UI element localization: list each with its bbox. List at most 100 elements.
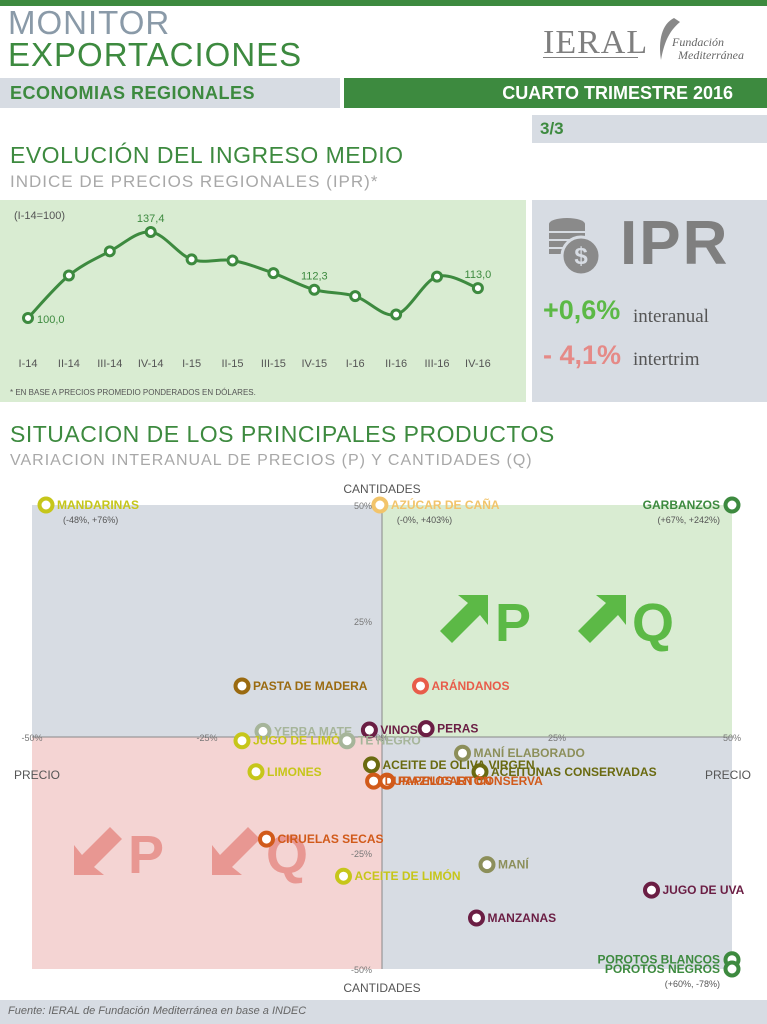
page-number: 3/3 [540,119,564,138]
y-tick-label: -50% [351,965,372,975]
product-point [478,856,496,874]
down-arrow-price-icon [74,827,122,875]
ipr-x-tick: III-15 [261,358,286,370]
product-point [417,720,435,738]
product-label: MANDARINAS [57,498,139,512]
product-point [360,721,378,739]
y-tick-label: 25% [354,617,372,627]
ipr-data-label: 137,4 [137,213,165,225]
product-label: ACEITUNAS CONSERVADAS [491,765,657,779]
x-tick-label: 50% [723,733,741,743]
ipr-point [62,269,75,282]
ipr-data-label: 112,3 [301,271,328,283]
x-tick-label: -25% [196,733,217,743]
ipr-point [144,226,157,238]
title-line2: EXPORTACIONES [8,36,303,73]
product-label: ACEITE DE LIMÓN [355,868,461,883]
ipr-point [349,290,362,303]
product-point [233,732,251,750]
ipr-intertrim-label: intertrim [633,349,700,370]
product-label: PASTA DE MADERA [253,679,368,693]
x-tick-label: -50% [21,733,42,743]
top-accent-bar [0,0,767,6]
section1-subtitle: INDICE DE PRECIOS REGIONALES (IPR)* [10,172,379,191]
product-label: LIMONES [267,765,322,779]
ipr-x-tick: I-16 [346,358,365,370]
product-note: (+67%, +242%) [657,515,720,525]
ipr-point [471,282,484,295]
product-point [468,909,485,927]
ipr-point [22,312,34,324]
line-chart-footnote: * EN BASE A PRECIOS PROMEDIO PONDERADOS … [10,388,256,397]
band-left-label: ECONOMIAS REGIONALES [10,83,256,103]
product-point [247,763,265,781]
up-arrow-price-icon [440,595,488,643]
ipr-x-tick: III-16 [424,358,449,370]
product-label: ACEITE DE OLIVA VIRGEN [383,758,535,772]
product-point [412,677,429,695]
section1-title: EVOLUCIÓN DEL INGRESO MEDIO [10,142,404,168]
product-note: (-0%, +403%) [397,515,452,525]
page-indicator: 3/3 [532,115,767,143]
ipr-interanual-label: interanual [633,306,709,327]
x-tick-label: 0% [375,733,388,743]
product-label: JUGO DE LIMÓN [253,733,349,748]
quadrant-upper-left [32,505,382,737]
ipr-series-line [26,230,479,320]
fundacion-logo-mark [660,18,680,60]
ieral-logo-underline [543,57,638,58]
down-arrow-price-icon-shape [74,827,122,875]
product-label: DURAZNOS EN CONSERVA [385,774,544,788]
ipr-data-label: 100,0 [37,314,65,326]
quadrant-label-q-up: Q [632,593,674,653]
ipr-x-tick: IV-14 [138,358,164,370]
product-label: ARÁNDANOS [432,678,510,693]
fundacion-logo-line1: Fundación [672,35,724,49]
product-point [723,960,741,978]
svg-text:$: $ [574,243,588,270]
ipr-x-tick: II-14 [58,358,80,370]
fundacion-logo-line2: Mediterránea [678,48,744,62]
y-axis-label-bottom: CANTIDADES [343,981,420,995]
ipr-x-tick: III-14 [97,358,122,370]
y-axis-label-top: CANTIDADES [343,482,420,496]
y-tick-label: 50% [354,501,372,511]
section2-title: SITUACION DE LOS PRINCIPALES PRODUCTOS [10,421,555,447]
x-axis-label-left: PRECIO [14,768,60,782]
up-arrow-quantity-icon-shape [578,595,626,643]
product-point [233,677,251,695]
ipr-point [308,283,321,296]
section-band-right: CUARTO TRIMESTRE 2016 [344,78,767,108]
product-point [723,496,741,514]
product-note: (-48%, +76%) [63,515,118,525]
ipr-interanual-value: +0,6% [543,295,621,325]
ipr-x-tick: IV-15 [301,358,327,370]
ipr-intertrim-value: - 4,1% [543,340,622,370]
product-label: MANÍ ELABORADO [474,745,585,760]
line-chart-panel [0,200,526,402]
product-point [254,722,272,740]
up-arrow-price-icon-shape [440,595,488,643]
ipr-x-tick: I-14 [19,358,38,370]
product-label: POROTOS BLANCOS [598,953,720,967]
down-arrow-quantity-icon-shape [212,827,260,875]
ipr-x-tick: II-16 [385,358,407,370]
section-band-left: ECONOMIAS REGIONALES [0,78,340,108]
band-right-label: CUARTO TRIMESTRE 2016 [502,83,733,103]
quadrant-label-p-up: P [495,593,531,653]
product-point [258,830,275,848]
product-label: MANÍ [498,857,529,872]
product-note: (+60%, -78%) [665,979,720,989]
fundacion-logo-text: Fundación Mediterránea [672,36,744,62]
ipr-point [390,308,403,321]
product-point [338,732,356,750]
ipr-point [431,270,443,283]
product-label: PERAS [437,722,478,736]
ipr-point [267,267,280,280]
product-point [454,744,471,762]
title-line1: MONITOR [8,4,171,41]
ipr-label: IPR [620,209,730,278]
ipr-point [103,245,116,258]
x-axis-label-right: PRECIO [705,768,751,782]
